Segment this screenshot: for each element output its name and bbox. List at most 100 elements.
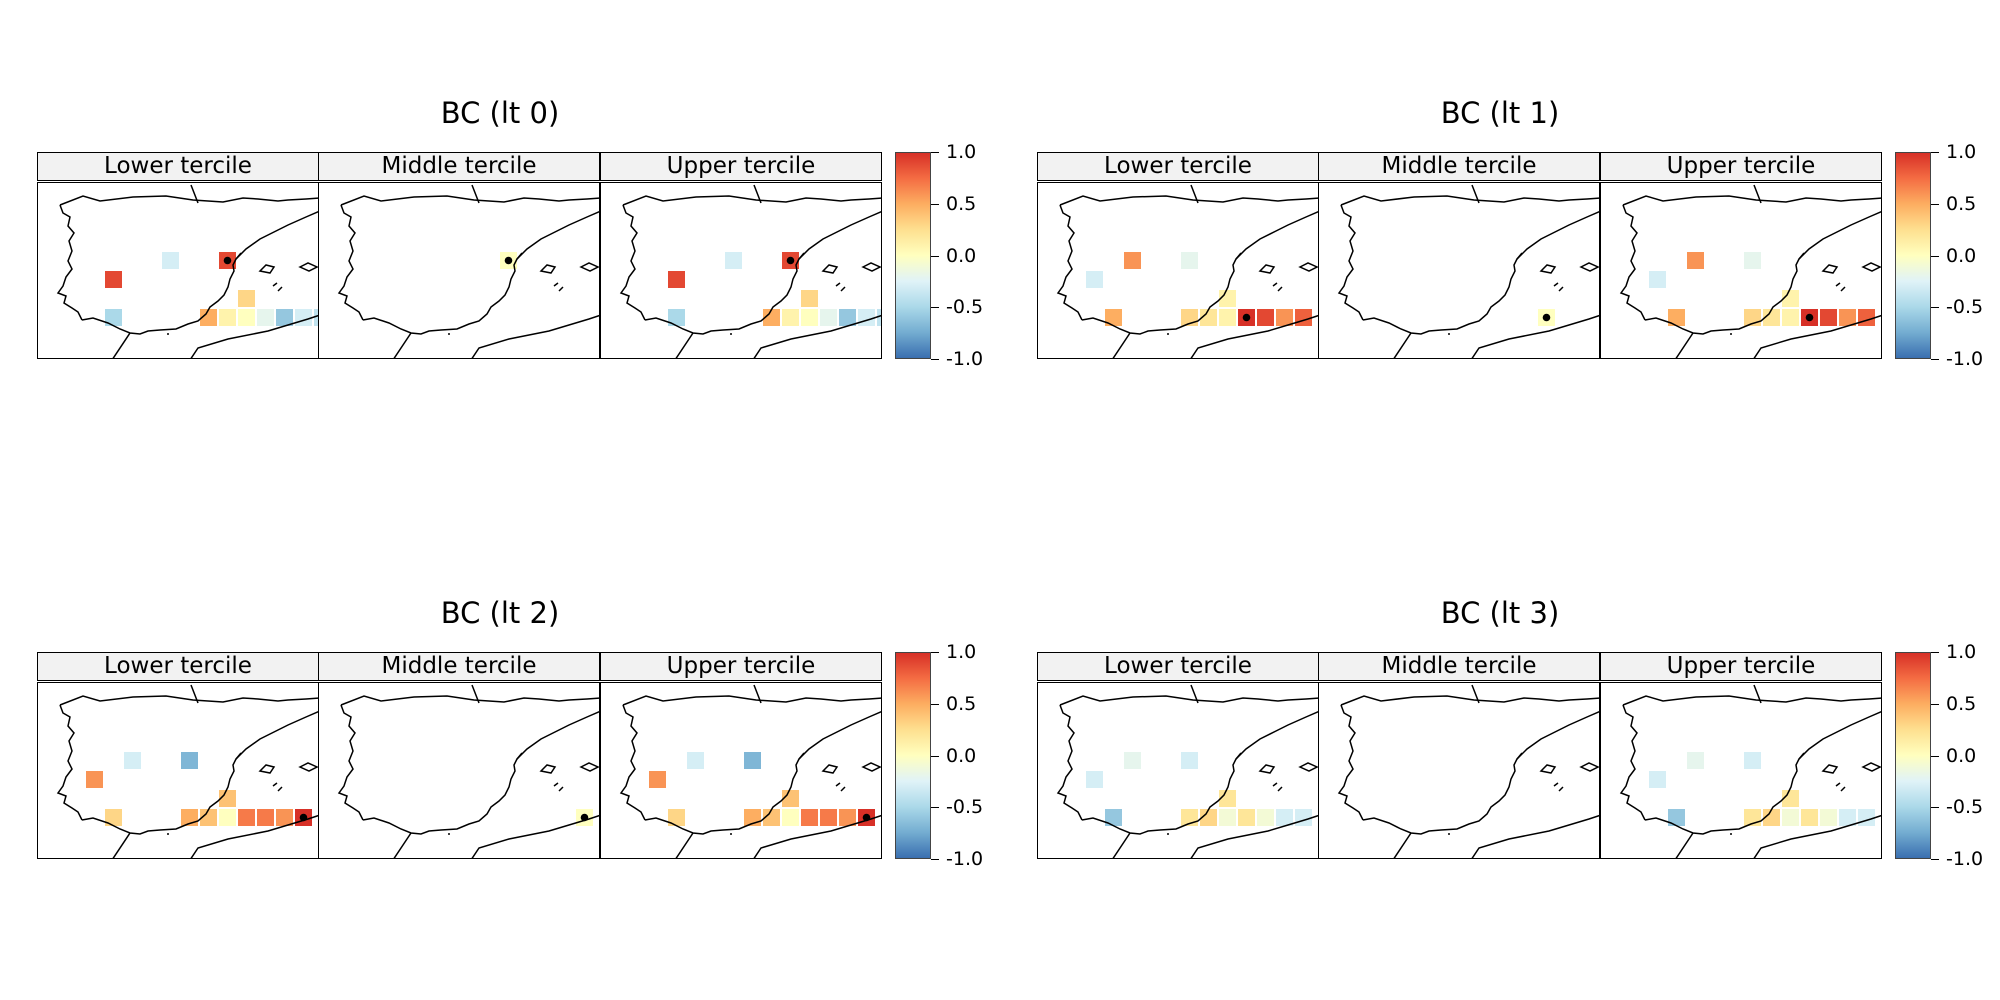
grid-cell bbox=[782, 790, 799, 807]
coastline bbox=[1861, 262, 1881, 272]
colorbar-tick-label: -0.5 bbox=[1946, 796, 1984, 819]
coastline bbox=[1579, 262, 1599, 272]
map-group-1: BC (lt 1) Lower tercile Middle tercile Uppe… bbox=[1000, 0, 2000, 500]
grid-cell bbox=[1744, 252, 1761, 269]
panel-strip-label: Middle tercile bbox=[1318, 652, 1600, 681]
coastline bbox=[1272, 282, 1283, 292]
map-panel bbox=[1600, 182, 1882, 359]
grid-cell bbox=[1782, 309, 1799, 326]
coastline bbox=[340, 695, 599, 706]
coastline bbox=[1675, 832, 1694, 858]
colorbar bbox=[895, 152, 931, 359]
grid-cell bbox=[801, 309, 818, 326]
chart-title: BC (lt 0) bbox=[440, 96, 560, 130]
colorbar-tick-label: -1.0 bbox=[1946, 348, 1984, 370]
coastline bbox=[835, 282, 846, 292]
grid-cell bbox=[1744, 752, 1761, 769]
island-marker bbox=[1730, 333, 1732, 335]
grid-cell bbox=[276, 309, 293, 326]
coastline bbox=[56, 704, 83, 821]
colorbar-tick bbox=[1931, 859, 1939, 860]
coastline bbox=[1553, 282, 1564, 292]
coastline bbox=[258, 264, 276, 274]
grid-cell bbox=[1105, 309, 1122, 326]
grid-cell bbox=[687, 752, 704, 769]
grid-cell bbox=[839, 309, 856, 326]
map-panel bbox=[318, 182, 600, 359]
map-svg bbox=[619, 184, 881, 358]
coastline bbox=[81, 711, 318, 835]
grid-cell bbox=[1295, 809, 1312, 826]
coastline bbox=[1835, 782, 1846, 792]
grid-cell bbox=[820, 309, 837, 326]
coastline bbox=[1337, 704, 1364, 821]
coastline bbox=[1798, 752, 1805, 760]
colorbar-tick-label: -1.0 bbox=[1946, 848, 1984, 870]
grid-cell bbox=[1124, 252, 1141, 269]
panel-strip-label: Middle tercile bbox=[1318, 152, 1600, 181]
grid-cell bbox=[1858, 309, 1875, 326]
grid-cell bbox=[1276, 309, 1293, 326]
chart-title: BC (lt 1) bbox=[1440, 96, 1560, 130]
coastline bbox=[1059, 695, 1318, 706]
grid-cell bbox=[276, 809, 293, 826]
grid-cell bbox=[1782, 290, 1799, 307]
grid-cell bbox=[1820, 809, 1837, 826]
coastline bbox=[235, 752, 242, 760]
grid-cell bbox=[668, 809, 685, 826]
coastline bbox=[298, 762, 318, 772]
coastline bbox=[622, 195, 881, 206]
colorbar-tick bbox=[1931, 359, 1939, 360]
coastline bbox=[298, 262, 318, 272]
grid-cell bbox=[877, 309, 881, 326]
island-marker bbox=[1167, 333, 1169, 335]
colorbar-tick-label: -0.5 bbox=[946, 296, 984, 319]
coastline bbox=[821, 764, 839, 774]
grid-cell bbox=[1219, 809, 1236, 826]
colorbar-tick-label: 0.0 bbox=[946, 744, 977, 767]
grid-cell bbox=[314, 309, 318, 326]
coastline bbox=[1644, 211, 1881, 335]
colorbar-tick bbox=[1931, 203, 1939, 205]
island-marker bbox=[730, 833, 732, 835]
grid-cell bbox=[1649, 271, 1666, 288]
chart-title: BC (lt 3) bbox=[1440, 596, 1560, 630]
map-panel bbox=[37, 682, 319, 859]
coastline bbox=[1471, 684, 1480, 704]
coastline bbox=[190, 814, 318, 858]
panel-strip-label: Lower tercile bbox=[37, 152, 319, 181]
grid-cell bbox=[1801, 809, 1818, 826]
grid-cell bbox=[1200, 309, 1217, 326]
map-group-2: BC (lt 2) Lower tercile Middle tercile Uppe… bbox=[0, 500, 1000, 1000]
coastline bbox=[471, 184, 480, 204]
coastline bbox=[1056, 204, 1083, 321]
island-marker bbox=[1167, 833, 1169, 835]
coastline bbox=[1622, 695, 1881, 706]
coastline bbox=[1272, 782, 1283, 792]
grid-cell bbox=[1219, 290, 1236, 307]
grid-cell bbox=[1086, 771, 1103, 788]
coastline bbox=[190, 184, 199, 204]
coastline bbox=[1539, 264, 1557, 274]
colorbar bbox=[1895, 152, 1931, 359]
significance-dot bbox=[1542, 313, 1551, 322]
colorbar-tick-label: 1.0 bbox=[946, 641, 977, 663]
colorbar-tick bbox=[931, 307, 939, 309]
map-svg bbox=[337, 684, 599, 858]
grid-cell bbox=[219, 809, 236, 826]
grid-cell bbox=[1181, 252, 1198, 269]
coastline bbox=[56, 204, 83, 321]
coastline bbox=[1675, 332, 1694, 358]
coastline bbox=[675, 332, 694, 358]
coastline bbox=[1081, 211, 1318, 335]
coastline bbox=[644, 211, 881, 335]
grid-cell bbox=[858, 309, 875, 326]
coastline bbox=[112, 832, 131, 858]
coastline bbox=[798, 752, 805, 760]
grid-cell bbox=[1687, 752, 1704, 769]
colorbar-tick bbox=[1931, 652, 1939, 653]
coastline bbox=[1298, 262, 1318, 272]
coastline bbox=[1081, 711, 1318, 835]
map-panel bbox=[37, 182, 319, 359]
coastline bbox=[1258, 764, 1276, 774]
